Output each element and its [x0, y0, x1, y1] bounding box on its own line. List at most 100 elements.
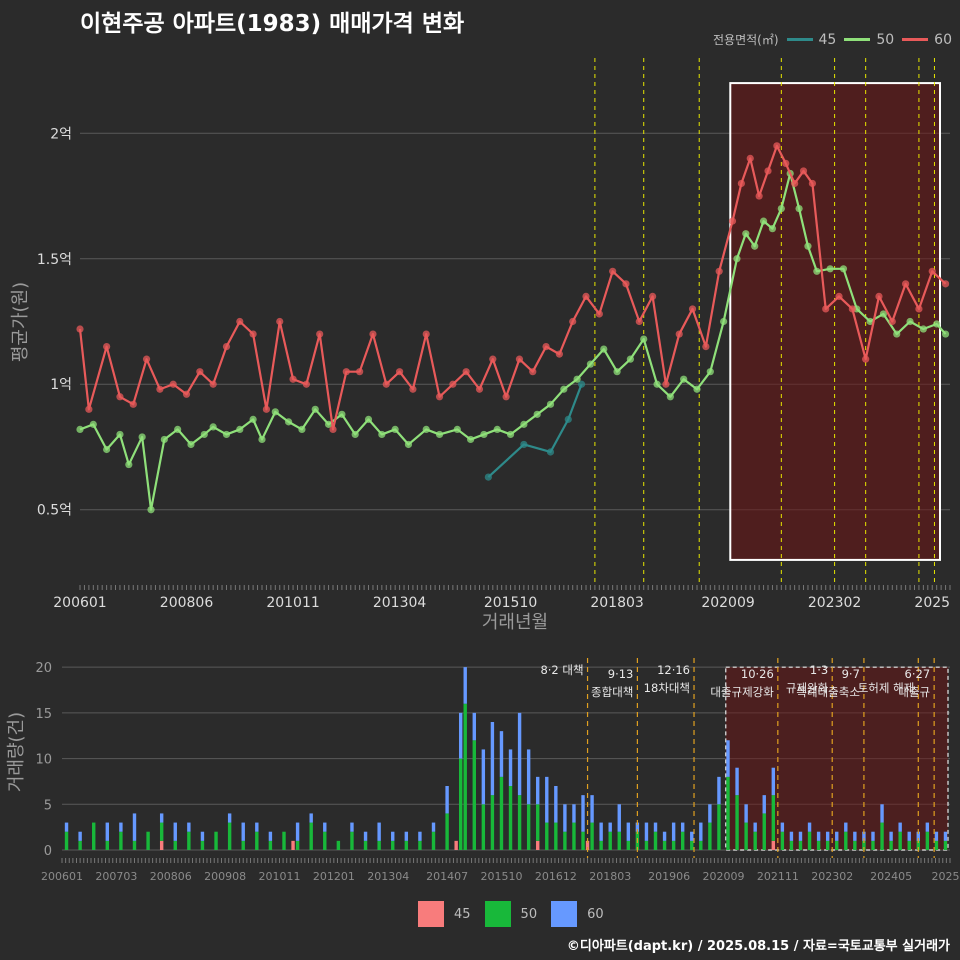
data-point-60 — [435, 393, 444, 401]
data-point-50 — [893, 330, 901, 338]
volume-bar-60 — [200, 831, 205, 841]
volume-x-tick-label: 200806 — [150, 870, 192, 883]
data-point-50 — [435, 430, 444, 439]
data-point-50 — [147, 506, 155, 514]
volume-bar-60 — [309, 813, 313, 823]
data-point-60 — [791, 179, 799, 188]
volume-bar-60 — [599, 822, 603, 841]
data-point-50 — [680, 375, 688, 383]
data-point-60 — [156, 385, 164, 393]
volume-bar-50 — [517, 795, 522, 850]
x-axis-title: 거래년월 — [482, 612, 548, 633]
data-point-50 — [187, 440, 195, 449]
data-point-60 — [728, 217, 737, 225]
volume-bar-50 — [898, 831, 902, 850]
volume-y-tick-label: 15 — [35, 707, 52, 722]
volume-bar-50 — [282, 831, 286, 850]
volume-bar-60 — [626, 822, 631, 841]
data-point-50 — [506, 430, 515, 439]
volume-bar-50 — [708, 822, 712, 850]
data-point-60 — [249, 330, 257, 338]
data-point-50 — [125, 460, 133, 469]
data-point-50 — [919, 325, 927, 333]
data-point-50 — [777, 204, 785, 213]
volume-bar-60 — [187, 822, 191, 832]
volume-bar-60 — [853, 831, 857, 841]
data-point-60 — [182, 390, 191, 398]
data-point-50 — [720, 317, 728, 326]
volume-bar-60 — [132, 813, 137, 841]
data-point-60 — [515, 355, 524, 363]
data-point-50 — [813, 267, 821, 275]
volume-bar-50 — [458, 758, 463, 850]
volume-bar-50 — [671, 840, 676, 850]
volume-bar-50 — [499, 776, 504, 850]
policy-sublabel: 토허제 해제 — [858, 681, 915, 695]
data-point-60 — [662, 380, 670, 388]
volume-bar-60 — [526, 749, 531, 805]
volume-x-tick-label: 201304 — [367, 870, 409, 883]
data-point-60 — [635, 317, 643, 326]
volume-bar-60 — [780, 822, 785, 832]
policy-sublabel: 규제완화 — [786, 681, 829, 695]
volume-bar-50 — [323, 831, 327, 850]
data-point-60 — [862, 355, 870, 363]
volume-bar-60 — [391, 831, 395, 841]
volume-bar-60 — [898, 822, 902, 832]
volume-bar-60 — [880, 804, 884, 823]
volume-bar-45 — [585, 840, 590, 850]
volume-bar-60 — [404, 831, 409, 841]
policy-sublabel: 특례대출축소 — [796, 685, 859, 699]
data-point-50 — [586, 360, 595, 368]
volume-bar-50 — [662, 840, 667, 850]
data-point-60 — [76, 325, 84, 333]
data-point-60 — [222, 342, 231, 351]
data-point-60 — [462, 368, 470, 376]
volume-bar-60 — [816, 831, 821, 841]
volume-bar-50 — [377, 840, 381, 850]
data-point-60 — [764, 167, 772, 175]
volume-x-tick-label: 201906 — [648, 870, 690, 883]
volume-x-tick-label: 202302 — [811, 870, 853, 883]
bar-legend-label-60: 60 — [587, 906, 604, 922]
data-point-50 — [138, 433, 146, 441]
policy-label: 1·3 — [810, 663, 828, 677]
volume-bar-50 — [508, 786, 513, 850]
data-point-50 — [653, 380, 661, 388]
x-tick-label: 202302 — [808, 595, 861, 611]
volume-bar-60 — [173, 822, 177, 841]
volume-y-tick-label: 0 — [44, 844, 52, 859]
data-point-60 — [649, 292, 657, 301]
legend-label-45: 45 — [818, 31, 837, 48]
legend-swatch-50 — [844, 38, 871, 41]
volume-bar-60 — [762, 795, 766, 814]
data-point-50 — [706, 368, 714, 376]
x-tick-label: 2025 — [914, 595, 950, 611]
volume-bar-50 — [644, 840, 649, 850]
volume-y-axis-title: 거래량(건) — [6, 712, 27, 792]
volume-bar-50 — [490, 795, 495, 850]
data-point-50 — [906, 317, 914, 326]
policy-label: 6·27 — [905, 667, 931, 681]
data-point-60 — [808, 179, 816, 188]
volume-bar-60 — [563, 804, 567, 832]
volume-bar-60 — [64, 822, 69, 832]
data-point-50 — [560, 385, 568, 393]
volume-bar-50 — [227, 822, 232, 850]
data-point-60 — [209, 380, 217, 388]
x-tick-label: 202009 — [701, 595, 754, 611]
data-point-60 — [848, 305, 856, 313]
volume-bar-50 — [431, 831, 436, 850]
data-point-60 — [169, 380, 177, 388]
volume-bar-50 — [336, 840, 341, 850]
volume-bar-60 — [690, 831, 694, 841]
volume-bar-60 — [590, 795, 594, 823]
x-tick-label: 201011 — [266, 595, 319, 611]
volume-bar-50 — [295, 840, 300, 850]
volume-bar-50 — [173, 840, 177, 850]
volume-bar-60 — [363, 831, 368, 841]
legend-title: 전용면적(㎡) — [712, 33, 779, 47]
legend-swatch-60 — [902, 38, 929, 41]
volume-bar-50 — [807, 831, 812, 850]
volume-bar-50 — [119, 831, 123, 850]
